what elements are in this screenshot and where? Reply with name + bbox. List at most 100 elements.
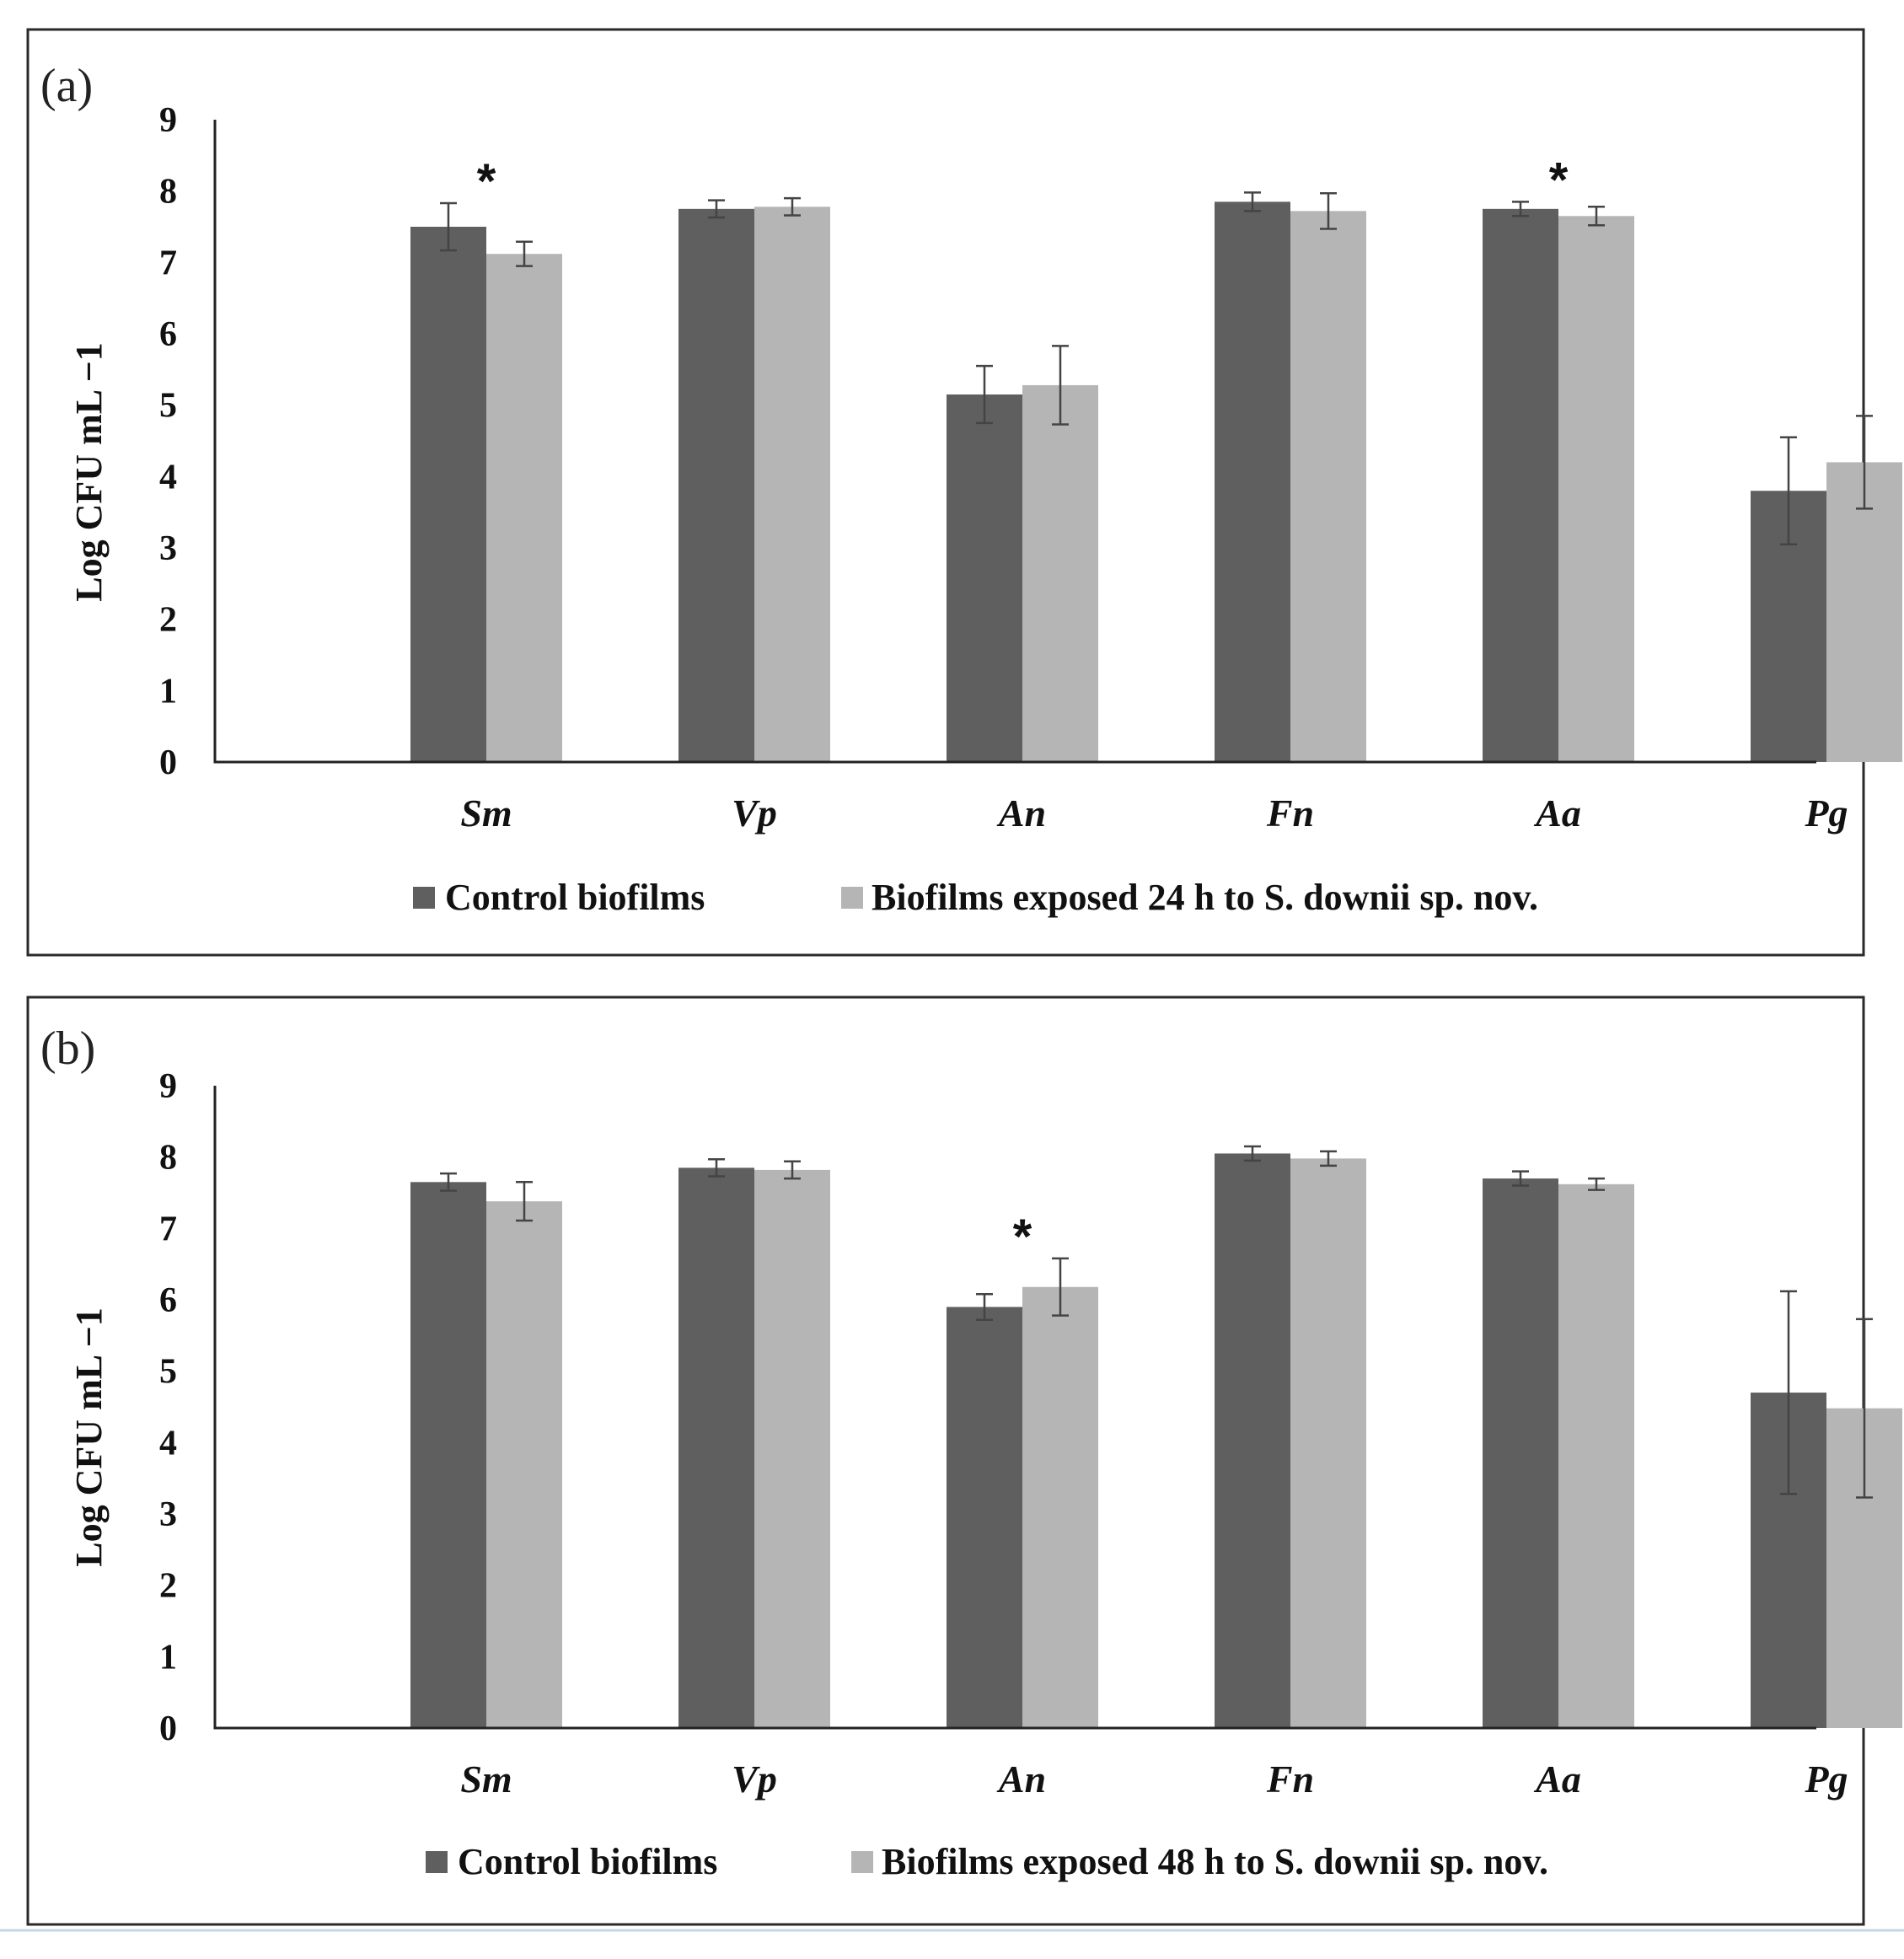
legend-swatch-exposed: [841, 887, 863, 909]
error-bar-aa-exposed: [1588, 206, 1605, 227]
y-tick-label: 9: [159, 1067, 177, 1106]
error-bar-sm-control: [440, 201, 457, 252]
bar-vp-control: [678, 1167, 754, 1728]
panel-a-bars: [410, 201, 1902, 763]
error-bar-vp-control: [708, 199, 725, 219]
panel-a-label: (a): [40, 60, 93, 112]
x-tick-label-fn: Fn: [1266, 792, 1314, 835]
y-tick-label: 2: [159, 1567, 177, 1606]
y-tick-label: 7: [159, 1210, 177, 1248]
error-bar-fn-exposed: [1320, 1150, 1337, 1167]
x-tick-label-vp: Vp: [732, 792, 777, 835]
error-bar-fn-exposed: [1320, 191, 1337, 230]
bar-sm-control: [410, 1182, 486, 1728]
error-bar-sm-exposed: [516, 240, 533, 267]
y-tick-label: 4: [159, 1424, 177, 1463]
bar-an-control: [947, 394, 1022, 762]
legend-swatch-exposed: [851, 1851, 873, 1873]
error-bar-pg-control: [1780, 436, 1797, 546]
y-tick-label: 8: [159, 1139, 177, 1178]
legend-swatch-control: [426, 1851, 448, 1873]
error-bar-sm-control: [440, 1172, 457, 1192]
error-bar-an-control: [976, 1292, 993, 1321]
panel-a-x-ticks: Sm Vp An Fn Aa Pg: [460, 792, 1848, 835]
y-tick-label: 5: [159, 387, 177, 426]
legend-label-control: Control biofilms: [445, 877, 705, 918]
legend-swatch-control: [413, 887, 435, 909]
panel-a-y-ticks: 0 1 2 3 4 5 6 7 8 9: [159, 101, 177, 782]
x-tick-label-pg: Pg: [1804, 792, 1848, 835]
bar-sm-control: [410, 227, 486, 762]
bar-an-control: [947, 1307, 1022, 1728]
error-bar-vp-control: [708, 1157, 725, 1178]
bar-fn-exposed: [1290, 1158, 1366, 1728]
y-tick-label: 7: [159, 244, 177, 282]
bar-aa-control: [1483, 208, 1558, 763]
significance-star: *: [1013, 1210, 1032, 1264]
error-bar-pg-exposed: [1856, 415, 1873, 510]
x-tick-label-fn: Fn: [1266, 1758, 1314, 1801]
error-bar-an-control: [976, 364, 993, 425]
error-bar-an-exposed: [1052, 345, 1069, 426]
y-tick-label: 0: [159, 743, 177, 782]
y-tick-label: 2: [159, 601, 177, 640]
y-tick-label: 1: [159, 672, 177, 711]
bar-fn-control: [1215, 201, 1290, 762]
error-bar-vp-exposed: [784, 196, 801, 217]
x-tick-label-sm: Sm: [460, 1758, 512, 1801]
panel-b-x-ticks: Sm Vp An Fn Aa Pg: [460, 1758, 1848, 1801]
panel-a-y-axis-label: Log CFU mL −1: [68, 342, 110, 601]
panel-b-axes: [213, 1086, 1816, 1730]
bar-aa-exposed: [1558, 216, 1634, 762]
y-tick-label: 4: [159, 458, 177, 496]
y-tick-label: 1: [159, 1638, 177, 1677]
bar-sm-exposed: [486, 1201, 562, 1728]
x-tick-label-vp: Vp: [732, 1758, 777, 1801]
panel-b-error-bars: [440, 1145, 1873, 1499]
y-tick-label: 6: [159, 315, 177, 354]
bar-aa-control: [1483, 1178, 1558, 1728]
panel-b-y-axis-label: Log CFU mL −1: [68, 1307, 110, 1566]
error-bar-pg-exposed: [1856, 1318, 1873, 1499]
x-tick-label-pg: Pg: [1804, 1758, 1848, 1801]
panel-a-legend: Control biofilms Biofilms exposed 24 h t…: [413, 877, 1538, 918]
y-tick-label: 6: [159, 1281, 177, 1320]
bar-sm-exposed: [486, 254, 562, 762]
panel-b-y-ticks: 0 1 2 3 4 5 6 7 8 9: [159, 1067, 177, 1748]
bar-an-exposed: [1022, 384, 1098, 762]
error-bar-aa-control: [1512, 1170, 1529, 1187]
legend-label-exposed: Biofilms exposed 48 h to S. downii sp. n…: [882, 1841, 1548, 1882]
x-tick-label-an: An: [996, 1758, 1046, 1801]
error-bar-pg-control: [1780, 1290, 1797, 1495]
panel-b-bars: [410, 1153, 1902, 1728]
y-tick-label: 8: [159, 173, 177, 212]
bar-vp-exposed: [754, 1169, 830, 1728]
panel-a-error-bars: [440, 191, 1873, 546]
error-bar-fn-control: [1244, 1145, 1261, 1162]
y-tick-label: 3: [159, 1495, 177, 1534]
error-bar-fn-control: [1244, 191, 1261, 212]
panel-a-significance-marks: * *: [477, 153, 1569, 209]
x-tick-label-sm: Sm: [460, 792, 512, 835]
bar-vp-control: [678, 208, 754, 763]
y-tick-label: 0: [159, 1709, 177, 1748]
bar-fn-control: [1215, 1153, 1290, 1728]
x-tick-label-aa: Aa: [1533, 792, 1581, 835]
panel-b: (b) Log CFU mL −1 0 1 2 3 4 5 6 7 8 9 * Sm Vp An Fn A…: [26, 996, 1902, 1926]
bar-fn-exposed: [1290, 211, 1366, 762]
y-tick-label: 9: [159, 101, 177, 140]
bar-an-exposed: [1022, 1286, 1098, 1728]
panel-b-legend: Control biofilms Biofilms exposed 48 h t…: [426, 1841, 1548, 1882]
x-tick-label-aa: Aa: [1533, 1758, 1581, 1801]
error-bar-aa-control: [1512, 201, 1529, 217]
y-tick-label: 5: [159, 1353, 177, 1392]
panel-b-frame: [26, 996, 1865, 1926]
error-bar-an-exposed: [1052, 1257, 1069, 1317]
bar-vp-exposed: [754, 207, 830, 762]
significance-star: *: [1549, 153, 1569, 207]
panel-b-significance-marks: *: [1013, 1210, 1032, 1264]
error-bar-vp-exposed: [784, 1160, 801, 1180]
bar-pg-exposed: [1826, 462, 1902, 762]
